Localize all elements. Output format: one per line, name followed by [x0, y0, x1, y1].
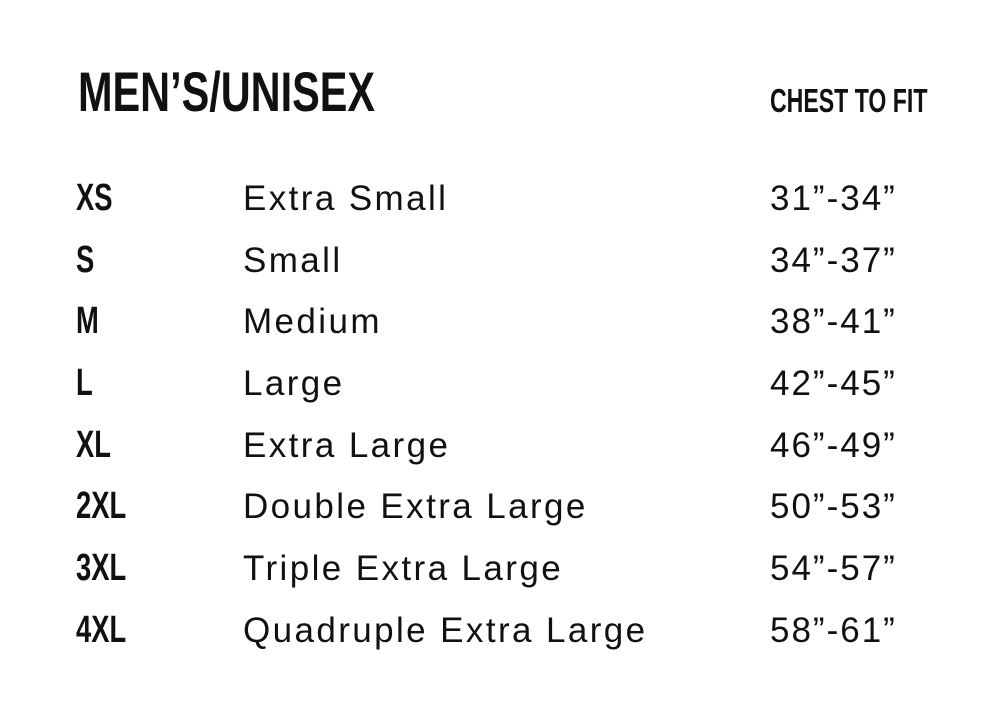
chest-range: 58”-61”	[770, 610, 897, 650]
table-row: XS Extra Small 31”-34”	[0, 168, 1000, 230]
chest-range: 34”-37”	[770, 240, 897, 280]
size-code: XL	[76, 423, 111, 466]
chest-column-header: CHEST TO FIT	[770, 82, 928, 119]
chest-range: 42”-45”	[770, 364, 897, 404]
chest-range: 50”-53”	[770, 487, 897, 527]
page-title: MEN’S/UNISEX	[78, 60, 376, 123]
size-name: Double Extra Large	[243, 487, 588, 527]
table-row: S Small 34”-37”	[0, 230, 1000, 292]
chest-range: 31”-34”	[770, 179, 897, 218]
size-name: Large	[243, 364, 345, 404]
size-name: Extra Large	[243, 425, 451, 465]
size-table: XS Extra Small 31”-34” S Small 34”-37” M Medium…	[0, 168, 1000, 662]
size-name: Small	[243, 240, 343, 280]
size-code: 3XL	[76, 547, 127, 590]
table-row: 4XL Quadruple Extra Large 58”-61”	[0, 600, 1000, 662]
size-code: 2XL	[76, 485, 127, 528]
table-row: 2XL Double Extra Large 50”-53”	[0, 476, 1000, 538]
size-name: Extra Small	[243, 179, 449, 218]
size-name: Quadruple Extra Large	[243, 610, 648, 650]
size-code: M	[76, 300, 99, 343]
table-row: XL Extra Large 46”-49”	[0, 415, 1000, 477]
size-code: S	[76, 238, 95, 281]
size-name: Medium	[243, 302, 382, 342]
size-code: XS	[76, 177, 113, 219]
table-row: 3XL Triple Extra Large 54”-57”	[0, 538, 1000, 600]
table-row: L Large 42”-45”	[0, 353, 1000, 415]
size-code: L	[76, 362, 93, 405]
chest-range: 46”-49”	[770, 425, 897, 465]
size-name: Triple Extra Large	[243, 549, 564, 589]
chest-range: 38”-41”	[770, 302, 897, 342]
table-row: M Medium 38”-41”	[0, 291, 1000, 353]
chest-range: 54”-57”	[770, 549, 897, 589]
size-code: 4XL	[76, 608, 127, 651]
